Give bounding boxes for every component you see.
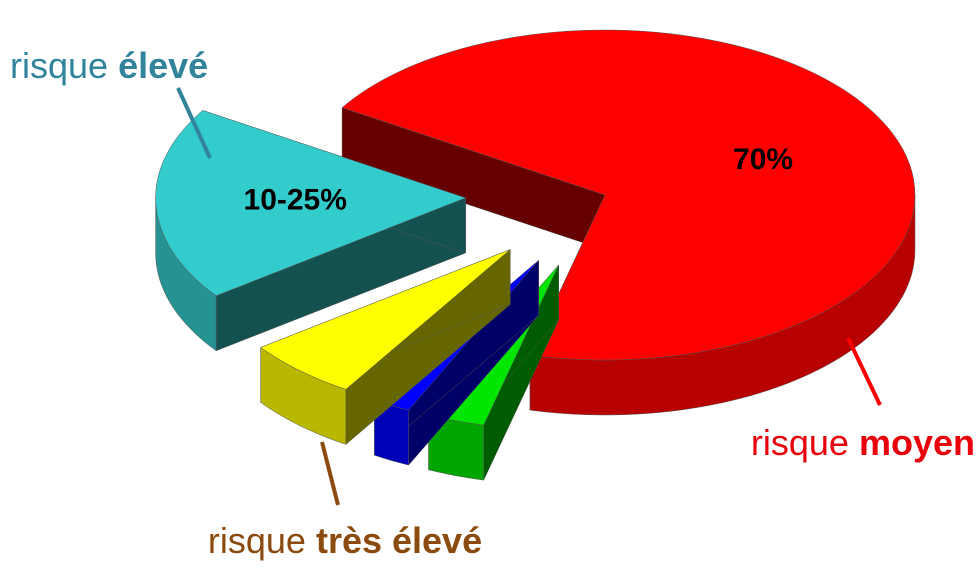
annotation-emphasis: très élevé xyxy=(316,520,482,561)
annotation-emphasis: moyen xyxy=(859,422,975,463)
slice-top xyxy=(341,29,916,361)
annotation: risque moyen xyxy=(751,422,975,463)
slice xyxy=(341,29,916,416)
annotation-text: risque xyxy=(208,520,306,561)
data-label: 70% xyxy=(733,143,793,176)
leader-line xyxy=(846,337,882,406)
annotation-text: risque xyxy=(751,422,849,463)
slice xyxy=(260,248,511,445)
annotation: risque élevé xyxy=(10,45,208,86)
pie xyxy=(155,29,916,481)
annotation-emphasis: élevé xyxy=(118,45,208,86)
annotation: risque très élevé xyxy=(208,520,482,561)
leader-line xyxy=(176,87,212,159)
slice-top xyxy=(260,249,511,390)
slice xyxy=(155,110,467,352)
leader-line xyxy=(320,441,340,506)
slice-top xyxy=(155,110,467,297)
annotation-text: risque xyxy=(10,45,108,86)
data-label: 10-25% xyxy=(244,183,347,216)
